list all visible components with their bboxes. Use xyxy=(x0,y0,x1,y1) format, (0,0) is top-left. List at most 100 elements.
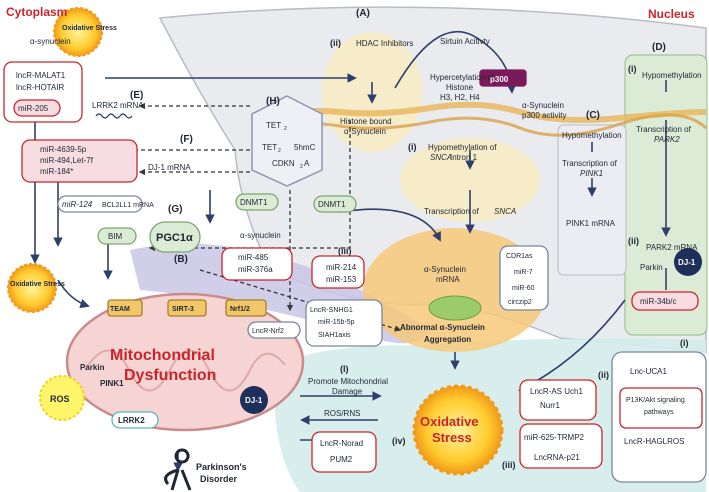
nucleus-label: Nucleus xyxy=(648,7,695,21)
pd-2: Disorder xyxy=(200,474,238,484)
cdkn-sub: 2 xyxy=(300,164,303,170)
d-ii-label: (ii) xyxy=(628,236,639,246)
dj1: DJ-1 xyxy=(245,396,263,405)
abn-2: Aggregation xyxy=(424,335,471,344)
section-a-label: (A) xyxy=(356,8,370,19)
park2-mrna: PARK2 mRNA xyxy=(646,243,698,252)
mito-2: Dysfunction xyxy=(124,367,216,384)
ros: ROS xyxy=(50,394,70,404)
pink1-italic: PINK1 xyxy=(580,169,603,178)
histone-bound-1: Histone bound xyxy=(340,117,392,126)
bcl: BCL2LL1 mRNA xyxy=(102,202,154,209)
os-main-2: Stress xyxy=(432,430,472,445)
p13-1: P13K/Akt signaling xyxy=(626,397,685,404)
park2-italic: PARK2 xyxy=(654,135,680,144)
hypo-snca-1: Hypomethylation of xyxy=(428,143,497,152)
pum2: PUM2 xyxy=(330,455,353,464)
lnc-as: LncR-AS Uch1 xyxy=(530,387,583,396)
asyn-mid: α-synuclein xyxy=(240,231,281,240)
d-trans-1: Transcription of xyxy=(636,125,692,134)
section-c-label: (C) xyxy=(586,110,600,121)
a-i-label: (i) xyxy=(408,142,417,152)
lnc-nrf: LncR-Nrf2 xyxy=(252,328,284,335)
lnc-p21: LncRNA-p21 xyxy=(534,453,580,462)
dj1-d: DJ-1 xyxy=(678,258,696,267)
pgc-label: PGC1α xyxy=(156,232,193,244)
mir214: miR-214 xyxy=(326,263,357,272)
section-f-label: (F) xyxy=(180,134,193,145)
aggregate-blob-icon xyxy=(428,295,482,321)
lnc-uca: Lnc-UCA1 xyxy=(630,367,667,376)
oxidative-stress-sun-icon-left xyxy=(7,263,57,313)
human-figure-icon xyxy=(164,448,192,491)
mir153: miR-153 xyxy=(326,275,357,284)
dj1-badge-d-icon xyxy=(674,248,702,276)
section-e-label: (E) xyxy=(130,90,143,101)
a-ii-label: (ii) xyxy=(330,38,341,48)
hdac-label: HDAC Inhibitors xyxy=(356,39,413,48)
dna-strand xyxy=(259,101,707,123)
os-left-1: Oxidative Stress xyxy=(10,281,65,288)
hypo-snca-2b: Intron 1 xyxy=(450,153,478,162)
nurr: Nurr1 xyxy=(540,401,561,410)
section-h-pentagon xyxy=(251,95,323,187)
mir485: miR-485 xyxy=(238,253,269,262)
sirt3: SIRT-3 xyxy=(172,306,194,313)
section-c-box xyxy=(557,124,627,276)
promote-2: Damage xyxy=(332,387,363,396)
asyn-mrna-2: mRNA xyxy=(436,275,460,284)
pink1-mrna: PINK1 mRNA xyxy=(566,219,616,228)
connector-arrows xyxy=(30,30,671,472)
asyn-top-label: α-synuclein xyxy=(30,37,71,46)
pink1: PINK1 xyxy=(100,379,124,388)
dnmt1-a: DNMT1 xyxy=(240,198,268,207)
trans-snca: Transcription of xyxy=(424,207,480,216)
lnc-hag: LncR-HAGLROS xyxy=(624,437,684,446)
os-iii: (iii) xyxy=(502,460,516,470)
p300-badge: p300 xyxy=(490,75,509,84)
oxidative-stress-sun-icon xyxy=(53,7,103,57)
promote-1: Promote Mitochondrial xyxy=(308,377,388,386)
asyn-p300-1: α-Synuclein xyxy=(522,101,564,110)
f-mir-1: miR-4639-5p xyxy=(40,145,87,154)
sirtuin-label: Sirtuin Acitivty xyxy=(440,37,490,46)
os-i: (I) xyxy=(340,364,349,374)
mir60: miR-60 xyxy=(512,285,535,292)
hyper-3: H3, H2, H4 xyxy=(440,93,480,102)
circ: circzip2 xyxy=(508,299,532,306)
p13-2: pathways xyxy=(644,409,674,416)
f-mir-2: miR-494,Let-7f xyxy=(40,156,94,165)
f-mir-3: miR-184* xyxy=(40,167,73,176)
lnc-norad: LncR-Norad xyxy=(320,439,363,448)
os-ii: (ii) xyxy=(598,370,609,380)
os-i2: (i) xyxy=(680,338,689,348)
section-d-label: (D) xyxy=(652,42,666,53)
section-b-label: (B) xyxy=(174,254,188,265)
asyn-mrna-1: α-Synuclein xyxy=(424,265,466,274)
os-iv: (iv) xyxy=(392,436,406,446)
oxidative-stress-sun-icon-main xyxy=(412,384,504,476)
tet2-b-sub: 2 xyxy=(278,148,281,154)
pd-1: Parkinson's xyxy=(196,462,247,472)
asyn-p300-2: p300 activity xyxy=(522,111,566,120)
d-hypo: Hypomethylation xyxy=(642,71,702,80)
os-main-1: Oxidative xyxy=(420,414,479,429)
section-h-label: (H) xyxy=(266,96,280,107)
tet2-a: TET xyxy=(266,121,281,130)
fivehmc: 5hmC xyxy=(294,143,316,152)
siah: SIAH1axis xyxy=(318,332,351,339)
dj1-mrna: DJ-1 mRNA xyxy=(148,163,191,172)
nrf: Nrf1/2 xyxy=(230,306,250,313)
parkin: Parkin xyxy=(80,363,105,372)
abn-1: Abnormal α-Synuclein xyxy=(400,323,485,332)
hypo-snca-2: SNCA xyxy=(430,153,452,162)
mito-cristae xyxy=(84,349,286,392)
tet2-b: TET xyxy=(262,143,277,152)
trans-pink1-1: Transcription of xyxy=(562,159,618,168)
cytoplasm-label: Cytoplasm xyxy=(6,5,67,19)
snhg: LncR-SNHG1 xyxy=(310,307,353,314)
section-a-i-blob xyxy=(400,138,540,222)
hyper-2: Histone xyxy=(446,83,474,92)
